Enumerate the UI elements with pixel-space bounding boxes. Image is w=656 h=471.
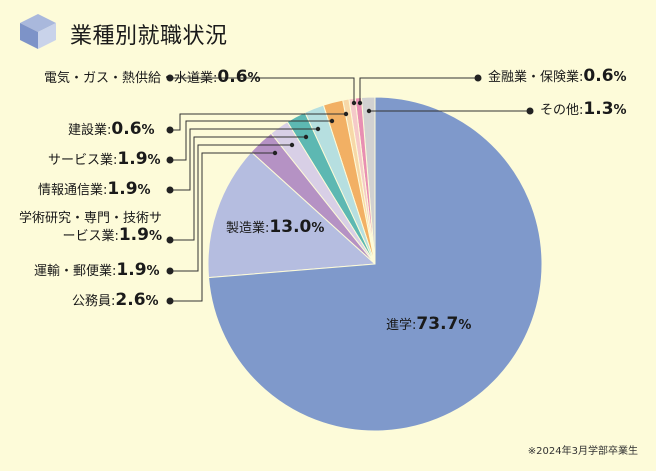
label-further-study-value: 73.7 [416, 314, 459, 334]
leader-dot [303, 134, 309, 140]
label-transport-unit: % [146, 264, 160, 279]
leader-dot [166, 156, 174, 164]
label-public-value: 2.6 [115, 290, 146, 310]
leader-line [170, 144, 292, 272]
label-research-name: 学術研究・専門・技術サービス業 [18, 211, 162, 244]
label-ict: 情報通信業:1.9% [38, 179, 151, 199]
leader-dot [343, 111, 349, 117]
leader-dot [166, 126, 174, 134]
label-research-unit: % [148, 229, 162, 244]
label-public-name: 公務員 [72, 294, 112, 309]
label-manufacturing-unit: % [311, 221, 325, 236]
leader-dot [474, 74, 482, 82]
label-other-value: 1.3 [583, 99, 614, 119]
leader-line [170, 152, 275, 302]
label-research: 学術研究・専門・技術サービス業:1.9% [18, 211, 162, 245]
label-service-value: 1.9 [117, 149, 148, 169]
label-other-unit: % [613, 103, 627, 118]
label-research-value: 1.9 [118, 225, 149, 245]
leader-line [170, 128, 318, 191]
label-manufacturing-value: 13.0 [269, 217, 312, 237]
label-construction-value: 0.6 [111, 119, 142, 139]
label-manufacturing: 製造業:13.0% [226, 217, 325, 237]
label-finance-name: 金融業・保険業 [488, 70, 580, 85]
label-public-unit: % [145, 294, 159, 309]
pie-slice [207, 151, 377, 279]
leader-dot [329, 118, 335, 124]
leader-dot [315, 126, 321, 132]
label-transport-name: 運輸・郵便業 [34, 264, 113, 279]
label-transport-value: 1.9 [116, 260, 147, 280]
leader-dot [357, 100, 363, 106]
label-finance-unit: % [613, 70, 627, 85]
leader-dot [166, 297, 174, 305]
label-ict-value: 1.9 [107, 179, 138, 199]
label-electricity-name: 電気・ガス・熱供給・水道業 [44, 71, 214, 86]
label-further-study: 進学:73.7% [386, 314, 472, 334]
label-service-name: サービス業 [48, 153, 114, 168]
label-other-name: その他 [540, 103, 580, 118]
label-construction-unit: % [141, 123, 155, 138]
label-electricity-value: 0.6 [217, 67, 248, 87]
label-construction: 建設業:0.6% [68, 119, 155, 139]
leader-line [359, 77, 478, 103]
leader-dot [272, 150, 278, 156]
leader-line [170, 77, 355, 103]
title-area: 業種別就職状況 [18, 12, 227, 52]
label-service: サービス業:1.9% [48, 149, 161, 169]
pie-slice [208, 96, 543, 432]
leader-line [170, 113, 346, 131]
leader-dot [166, 267, 174, 275]
label-other: その他:1.3% [540, 99, 627, 119]
label-electricity: 電気・ガス・熱供給・水道業:0.6% [44, 67, 261, 87]
label-ict-name: 情報通信業 [38, 183, 104, 198]
footnote: ※2024年3月学部卒業生 [527, 446, 638, 457]
leader-line [170, 120, 332, 161]
label-public: 公務員:2.6% [72, 290, 159, 310]
cube-icon [20, 14, 56, 49]
leader-dot [166, 186, 174, 194]
label-service-unit: % [147, 153, 161, 168]
label-finance-value: 0.6 [583, 66, 614, 86]
label-electricity-unit: % [247, 71, 261, 86]
leader-dot [166, 236, 174, 244]
leader-dot [289, 142, 295, 148]
label-further-study-name: 進学 [386, 318, 413, 333]
leader-dot [166, 74, 174, 82]
leader-dot [351, 100, 357, 106]
label-construction-name: 建設業 [68, 123, 108, 138]
label-further-study-unit: % [458, 318, 472, 333]
label-manufacturing-name: 製造業 [226, 221, 266, 236]
leader-line [170, 136, 306, 241]
label-finance: 金融業・保険業:0.6% [488, 66, 627, 86]
label-transport: 運輸・郵便業:1.9% [34, 260, 160, 280]
leader-dot [366, 108, 372, 114]
label-ict-unit: % [137, 183, 151, 198]
leader-dot [526, 107, 534, 115]
page-title: 業種別就職状況 [70, 24, 228, 49]
